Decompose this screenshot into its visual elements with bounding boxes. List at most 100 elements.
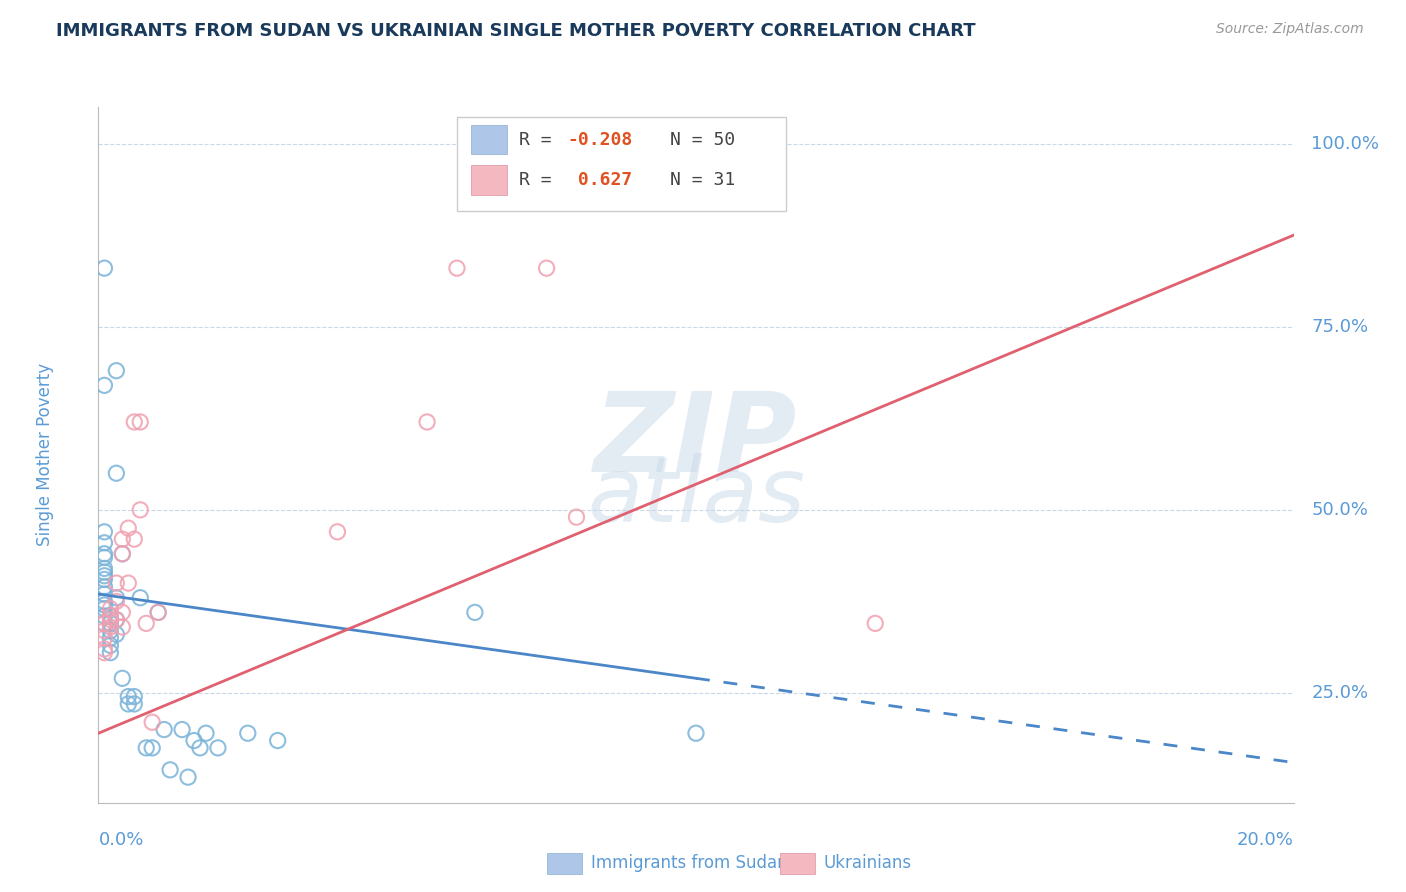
Text: 0.0%: 0.0%: [98, 830, 143, 848]
Point: [188, 740, 211, 755]
Text: 75.0%: 75.0%: [1312, 318, 1368, 335]
Point: [93, 573, 115, 587]
Point: [565, 510, 588, 524]
Point: [111, 671, 134, 685]
Point: [124, 690, 146, 704]
Point: [93, 565, 115, 579]
Point: [98, 609, 122, 624]
Point: [111, 547, 134, 561]
Point: [98, 646, 122, 660]
Point: [98, 613, 122, 627]
Point: [98, 620, 122, 634]
FancyBboxPatch shape: [547, 853, 582, 874]
Point: [93, 550, 115, 565]
Point: [124, 415, 146, 429]
Point: [93, 561, 115, 575]
Point: [141, 740, 163, 755]
Text: N = 31: N = 31: [669, 171, 735, 189]
Text: 50.0%: 50.0%: [1312, 500, 1368, 519]
Point: [685, 726, 707, 740]
Text: 20.0%: 20.0%: [1237, 830, 1294, 848]
Point: [93, 261, 115, 276]
Point: [111, 547, 134, 561]
Text: 100.0%: 100.0%: [1312, 135, 1379, 153]
Text: 25.0%: 25.0%: [1312, 684, 1368, 702]
Text: R =: R =: [519, 131, 562, 149]
Text: N = 50: N = 50: [669, 131, 735, 149]
Point: [236, 726, 259, 740]
Point: [93, 568, 115, 582]
Point: [98, 631, 122, 645]
Point: [93, 609, 115, 624]
Point: [117, 576, 139, 591]
Text: R =: R =: [519, 171, 562, 189]
Point: [194, 726, 218, 740]
Point: [93, 642, 115, 657]
Point: [93, 631, 115, 645]
Point: [93, 616, 115, 631]
FancyBboxPatch shape: [471, 166, 508, 194]
Point: [93, 601, 115, 615]
Text: 0.627: 0.627: [567, 171, 633, 189]
Point: [416, 415, 439, 429]
Point: [141, 715, 163, 730]
Point: [117, 690, 139, 704]
Point: [93, 616, 115, 631]
Point: [98, 609, 122, 624]
Point: [93, 580, 115, 594]
Text: atlas: atlas: [586, 452, 806, 541]
Point: [93, 646, 115, 660]
Point: [93, 524, 115, 539]
Point: [135, 616, 157, 631]
Point: [105, 613, 128, 627]
Point: [129, 503, 152, 517]
Text: Immigrants from Sudan: Immigrants from Sudan: [591, 855, 787, 872]
FancyBboxPatch shape: [457, 118, 786, 211]
Point: [111, 532, 134, 546]
Point: [129, 591, 152, 605]
Text: IMMIGRANTS FROM SUDAN VS UKRAINIAN SINGLE MOTHER POVERTY CORRELATION CHART: IMMIGRANTS FROM SUDAN VS UKRAINIAN SINGL…: [56, 22, 976, 40]
Point: [446, 261, 468, 276]
Point: [135, 740, 157, 755]
Text: -0.208: -0.208: [567, 131, 633, 149]
Point: [464, 606, 486, 620]
Point: [93, 378, 115, 392]
Point: [172, 723, 194, 737]
Point: [98, 616, 122, 631]
Point: [183, 733, 205, 747]
Point: [93, 536, 115, 550]
Point: [536, 261, 558, 276]
Point: [159, 763, 181, 777]
Point: [326, 524, 349, 539]
Point: [98, 601, 122, 615]
Point: [105, 627, 128, 641]
Point: [93, 547, 115, 561]
Point: [148, 606, 170, 620]
Point: [105, 594, 128, 608]
Point: [865, 616, 887, 631]
Point: [98, 624, 122, 638]
Point: [117, 697, 139, 711]
Point: [124, 532, 146, 546]
Point: [98, 638, 122, 652]
Point: [105, 576, 128, 591]
FancyBboxPatch shape: [779, 853, 815, 874]
Point: [105, 591, 128, 605]
Text: Source: ZipAtlas.com: Source: ZipAtlas.com: [1216, 22, 1364, 37]
Point: [93, 587, 115, 601]
Text: Ukrainians: Ukrainians: [824, 855, 912, 872]
Point: [105, 467, 128, 481]
Point: [111, 606, 134, 620]
Point: [93, 624, 115, 638]
Point: [105, 364, 128, 378]
Point: [111, 620, 134, 634]
Point: [93, 598, 115, 612]
Point: [267, 733, 290, 747]
FancyBboxPatch shape: [471, 125, 508, 154]
Point: [207, 740, 229, 755]
Point: [124, 697, 146, 711]
Point: [148, 606, 170, 620]
Point: [177, 770, 200, 784]
Point: [105, 613, 128, 627]
Point: [117, 521, 139, 535]
